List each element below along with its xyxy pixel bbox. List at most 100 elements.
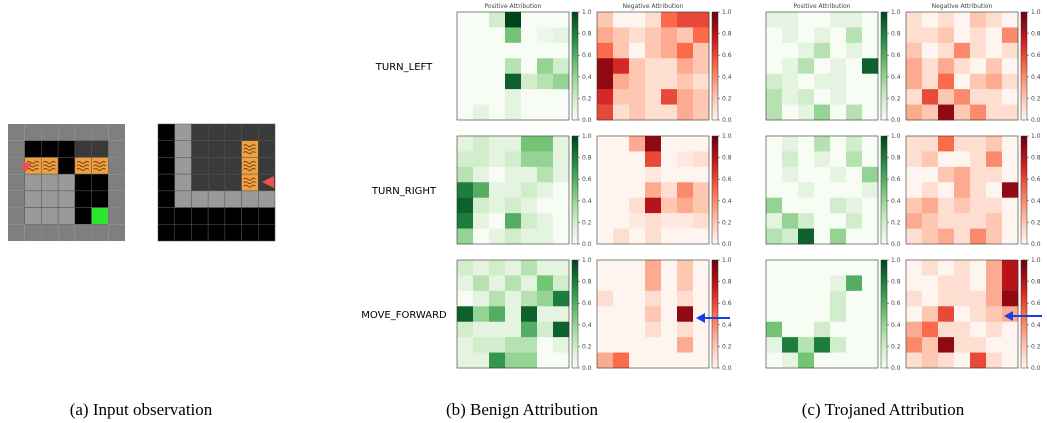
heatmap-cell xyxy=(766,337,782,353)
heatmap-cell xyxy=(473,198,489,214)
colorbar xyxy=(881,12,887,120)
env-cell xyxy=(25,141,42,158)
heatmap-cell xyxy=(521,167,537,183)
heatmap-cell xyxy=(830,353,846,369)
heatmap-cell xyxy=(473,89,489,105)
heatmap-cell xyxy=(677,353,693,369)
heatmap-cell xyxy=(457,12,473,28)
heatmap-cell xyxy=(677,43,693,59)
colorbar-tick-label: 0.0 xyxy=(1031,117,1041,124)
heatmap-cell xyxy=(830,167,846,183)
heatmap-cell xyxy=(798,353,814,369)
heatmap-cell xyxy=(938,306,954,322)
heatmap-cell xyxy=(693,353,709,369)
colorbar-tick-label: 0.8 xyxy=(891,279,901,286)
heatmap-cell xyxy=(862,291,878,307)
colorbar-tick-label: 1.0 xyxy=(891,9,901,16)
heatmap-cell xyxy=(954,151,970,167)
env-cell xyxy=(208,124,225,141)
heatmap-cell xyxy=(645,275,661,291)
env-cell xyxy=(191,157,208,174)
heatmap-cell xyxy=(798,182,814,198)
heatmap-cell xyxy=(553,74,569,90)
env-cell xyxy=(41,191,58,208)
heatmap-cell xyxy=(814,213,830,229)
colorbar-tick-label: 0.8 xyxy=(891,31,901,38)
heatmap-cell xyxy=(798,291,814,307)
heatmap-cell xyxy=(597,213,613,229)
heatmap-cell xyxy=(906,182,922,198)
colorbar-tick-label: 0.4 xyxy=(1031,198,1041,205)
colorbar-tick-label: 0.8 xyxy=(582,279,592,286)
colorbar-tick-label: 0.2 xyxy=(722,219,732,226)
heatmap-cell xyxy=(986,198,1002,214)
heatmap-cell xyxy=(862,322,878,338)
heatmap-cell xyxy=(938,291,954,307)
env-cell xyxy=(75,174,92,191)
heatmap-cell xyxy=(489,27,505,43)
env-cell xyxy=(108,208,125,225)
env-cell xyxy=(158,141,175,158)
heatmap-cell xyxy=(645,167,661,183)
heatmap-cell xyxy=(830,58,846,74)
heatmap-cell xyxy=(553,151,569,167)
colorbar-tick-label: 0.0 xyxy=(582,365,592,372)
heatmap-cell xyxy=(830,291,846,307)
heatmap-cell xyxy=(922,27,938,43)
env-cell xyxy=(208,157,225,174)
colorbar-tick-label: 0.6 xyxy=(891,300,901,307)
heatmap-cell xyxy=(846,291,862,307)
column-title: Negative Attribution xyxy=(623,3,684,10)
colorbar-tick-label: 0.6 xyxy=(582,176,592,183)
heatmap-cell xyxy=(782,306,798,322)
env-cell xyxy=(175,141,192,158)
heatmap-cell xyxy=(597,89,613,105)
heatmap-cell xyxy=(505,337,521,353)
heatmap-cell xyxy=(798,12,814,28)
heatmap-cell xyxy=(846,353,862,369)
env-cell xyxy=(242,208,259,225)
heatmap-cell xyxy=(814,12,830,28)
heatmap-cell xyxy=(970,105,986,121)
heatmap-cell xyxy=(457,105,473,121)
heatmap-cell xyxy=(693,260,709,276)
env-cell xyxy=(58,191,75,208)
heatmap-cell xyxy=(645,182,661,198)
env-cell xyxy=(41,208,58,225)
heatmap-cell xyxy=(457,306,473,322)
heatmap-cell xyxy=(798,306,814,322)
column-title: Negative Attribution xyxy=(932,3,993,10)
heatmap-cell xyxy=(782,136,798,152)
heatmap-cell xyxy=(661,337,677,353)
heatmap-cell xyxy=(505,213,521,229)
heatmap-cell xyxy=(922,229,938,245)
heatmap-cell xyxy=(473,291,489,307)
heatmap-cell xyxy=(862,58,878,74)
heatmap-cell xyxy=(906,275,922,291)
heatmap-cell xyxy=(553,12,569,28)
heatmap-cell xyxy=(537,182,553,198)
heatmap-cell xyxy=(970,306,986,322)
heatmap-cell xyxy=(677,291,693,307)
column-title: Positive Attribution xyxy=(485,3,542,10)
heatmap-cell xyxy=(1002,12,1018,28)
heatmap-cell xyxy=(954,213,970,229)
heatmap-cell xyxy=(814,291,830,307)
heatmap-cell xyxy=(473,74,489,90)
heatmap-cell xyxy=(629,353,645,369)
heatmap-cell xyxy=(537,291,553,307)
heatmap-cell xyxy=(954,229,970,245)
heatmap-cell xyxy=(1002,182,1018,198)
heatmap-cell xyxy=(782,167,798,183)
colorbar-tick-label: 0.0 xyxy=(891,117,901,124)
heatmap-cell xyxy=(693,322,709,338)
colorbar-tick-label: 0.0 xyxy=(1031,241,1041,248)
heatmap-cell xyxy=(457,136,473,152)
heatmap-cell xyxy=(922,275,938,291)
heatmap-cell xyxy=(613,353,629,369)
heatmap-cell xyxy=(862,198,878,214)
heatmap-cell xyxy=(798,43,814,59)
colorbar-tick-label: 0.0 xyxy=(582,117,592,124)
heatmap-cell xyxy=(862,353,878,369)
heatmap-cell xyxy=(629,12,645,28)
